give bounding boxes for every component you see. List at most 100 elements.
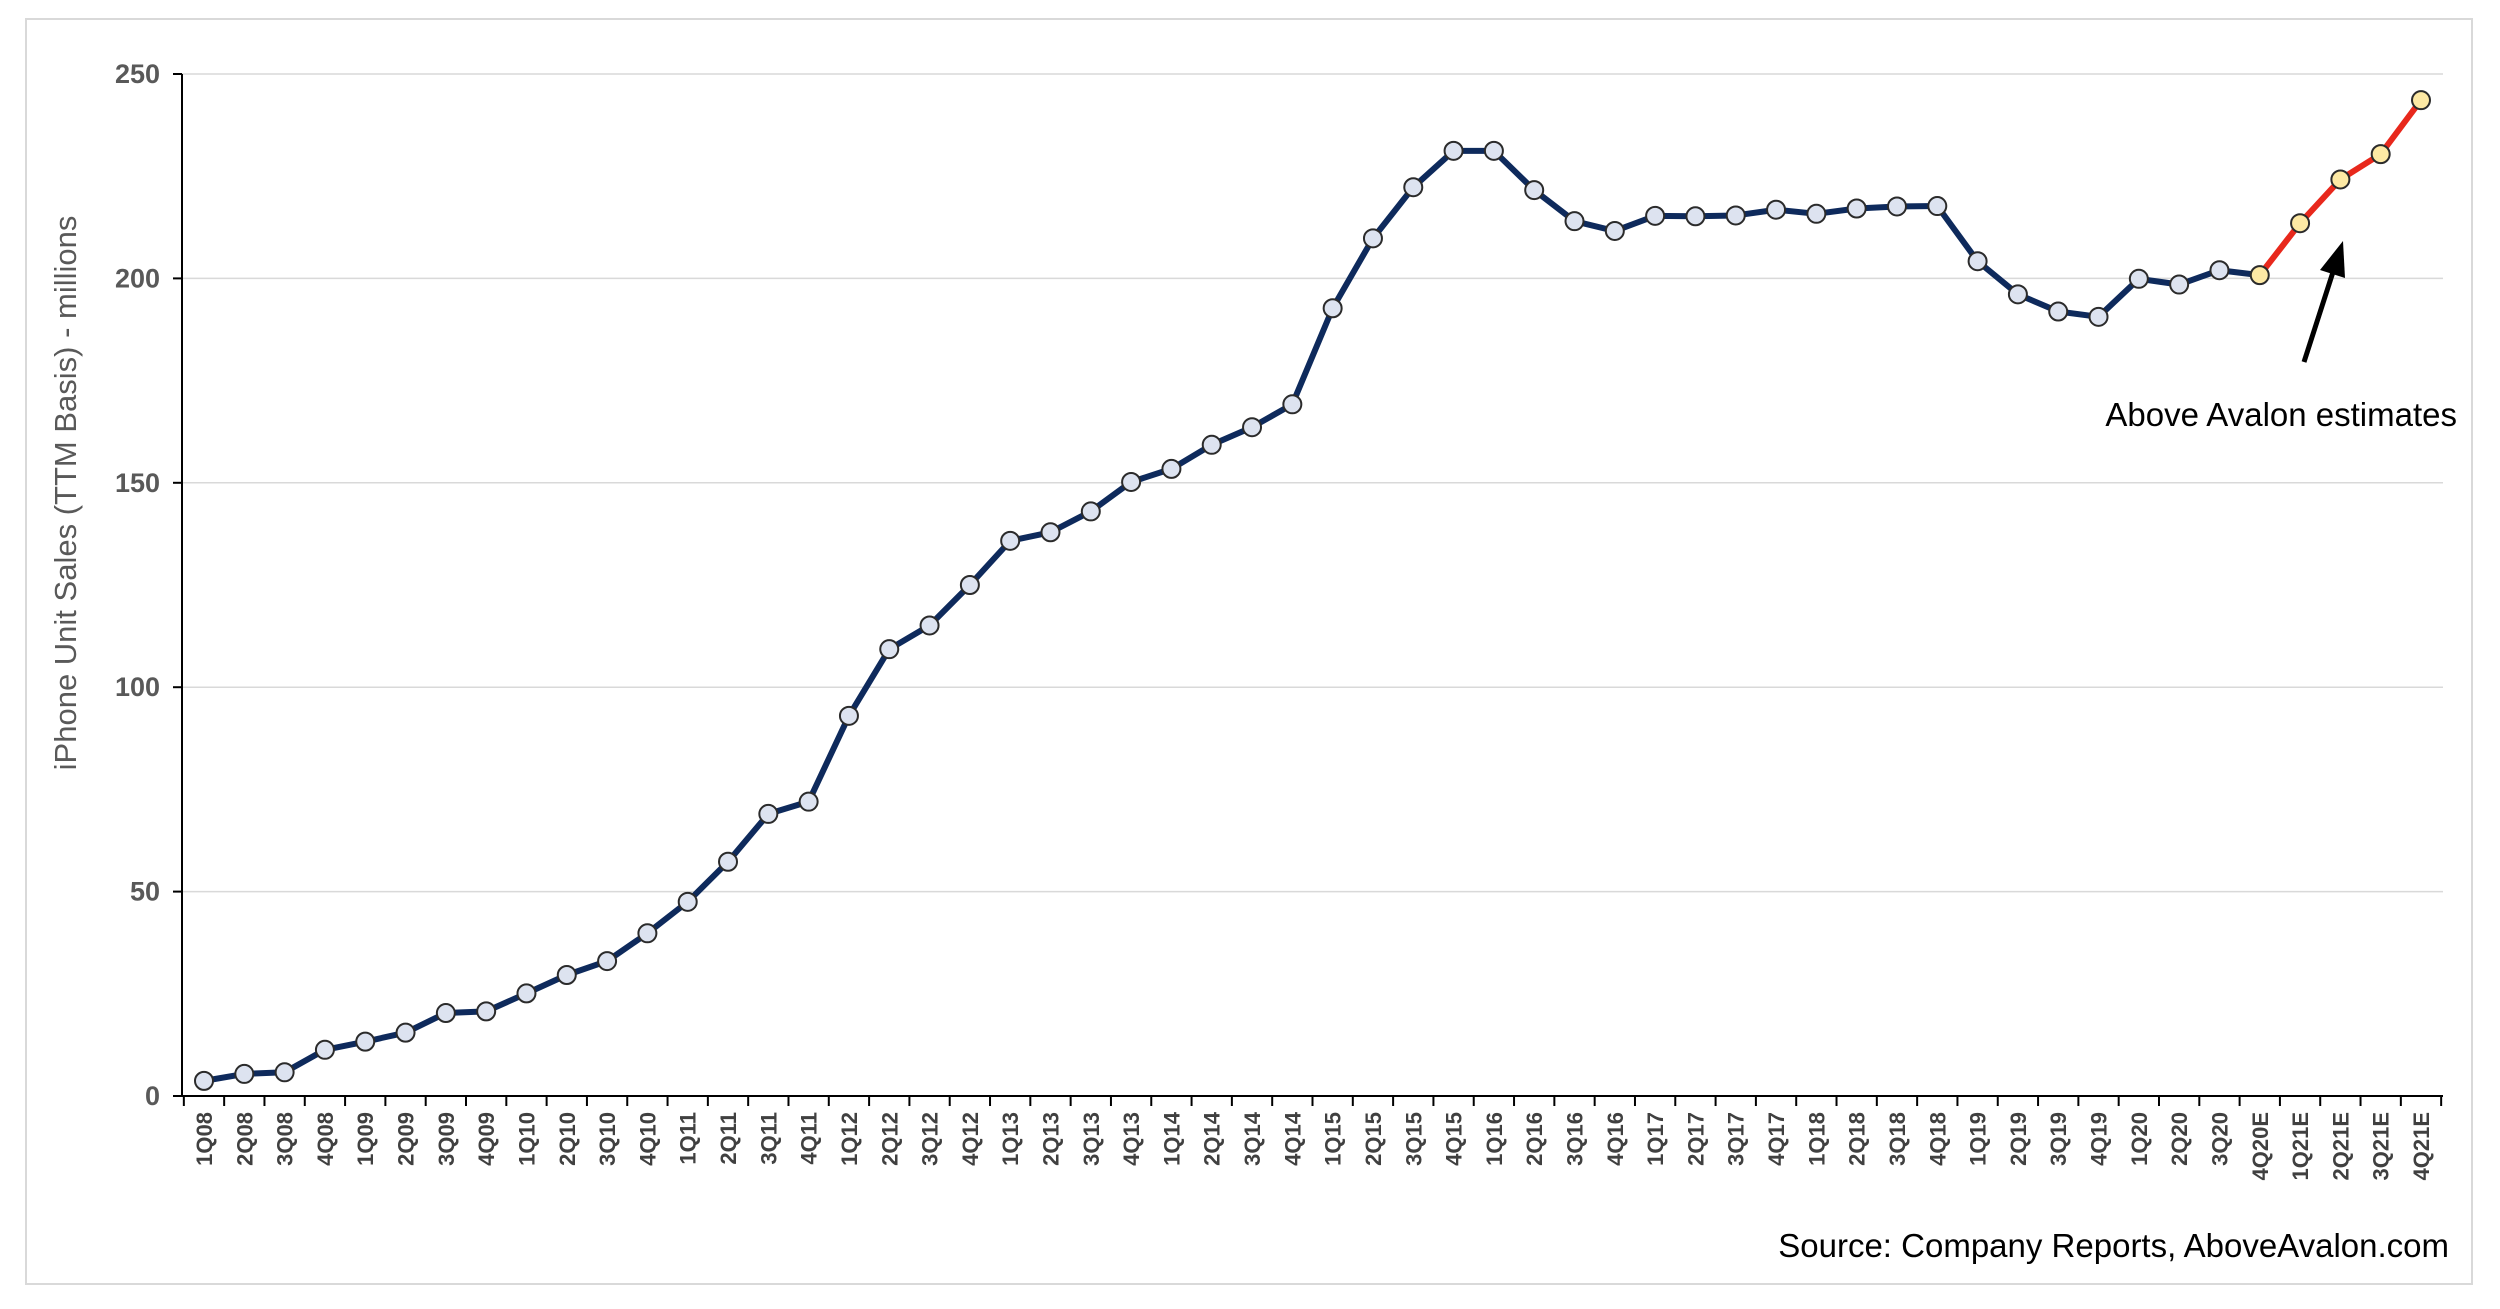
y-tick-label: 100 xyxy=(115,672,160,702)
data-point xyxy=(758,803,779,824)
estimate-data-point xyxy=(2249,265,2270,286)
x-tick-label: 1Q18 xyxy=(1804,1112,1829,1166)
data-point xyxy=(2209,260,2230,281)
data-point xyxy=(677,891,698,912)
x-tick-label: 4Q09 xyxy=(474,1112,499,1166)
data-point xyxy=(1846,198,1867,219)
gridlines xyxy=(182,73,2443,893)
data-point xyxy=(597,951,618,972)
x-tick-label: 1Q14 xyxy=(1159,1111,1184,1166)
x-tick-label: 3Q08 xyxy=(273,1112,298,1166)
x-tick-label: 2Q17 xyxy=(1683,1112,1708,1166)
data-point xyxy=(1927,196,1948,217)
data-point xyxy=(274,1062,295,1083)
x-tick-label: 2Q13 xyxy=(1038,1112,1063,1166)
x-tick-label: 3Q21E xyxy=(2369,1112,2394,1181)
x-tick-label: 4Q17 xyxy=(1764,1112,1789,1166)
x-tick-label: 3Q13 xyxy=(1079,1112,1104,1166)
x-tick-label: 1Q10 xyxy=(514,1112,539,1166)
x-tick-label: 4Q15 xyxy=(1442,1112,1467,1166)
x-tick-label: 3Q09 xyxy=(434,1112,459,1166)
data-point xyxy=(1524,180,1545,201)
x-tick-label: 1Q17 xyxy=(1643,1112,1668,1166)
data-point xyxy=(1725,205,1746,226)
data-point xyxy=(194,1070,214,1091)
data-point xyxy=(476,1001,497,1022)
x-tick-label: 1Q13 xyxy=(998,1112,1023,1166)
x-tick-label: 1Q08 xyxy=(192,1112,217,1166)
x-tick-label: 2Q14 xyxy=(1200,1111,1225,1166)
annotation: Above Avalon estimates xyxy=(2105,241,2457,433)
x-tick-label: 4Q18 xyxy=(1925,1112,1950,1166)
x-tick-label: 2Q19 xyxy=(2006,1112,2031,1166)
source-footer: Source: Company Reports, AboveAvalon.com xyxy=(1778,1227,2449,1264)
data-point xyxy=(395,1022,416,1043)
arrow-head-icon xyxy=(2320,241,2345,278)
x-tick-label: 2Q08 xyxy=(232,1112,257,1166)
x-tick-label: 4Q12 xyxy=(958,1112,983,1166)
x-tick-label: 1Q12 xyxy=(837,1112,862,1166)
data-point xyxy=(838,705,859,726)
data-point xyxy=(879,639,900,660)
data-point xyxy=(1161,458,1182,479)
chart-border xyxy=(25,18,2473,1285)
data-point xyxy=(1040,522,1061,543)
y-axis-title: iPhone Unit Sales (TTM Basis) - millions xyxy=(48,216,83,771)
data-point xyxy=(2128,268,2149,289)
annotation-label: Above Avalon estimates xyxy=(2105,396,2457,433)
x-tick-label: 4Q13 xyxy=(1119,1112,1144,1166)
x-tick-label: 3Q20 xyxy=(2207,1112,2232,1166)
x-tick-label: 1Q09 xyxy=(353,1112,378,1166)
data-point xyxy=(435,1003,456,1024)
y-tick-label: 200 xyxy=(115,263,160,293)
x-tick-label: 2Q12 xyxy=(877,1112,902,1166)
y-tick-label: 150 xyxy=(115,468,160,498)
data-point xyxy=(2088,306,2109,327)
x-tick-label: 4Q14 xyxy=(1280,1111,1305,1166)
data-point xyxy=(1080,501,1101,522)
x-tick-label: 2Q20 xyxy=(2167,1112,2192,1166)
x-tick-labels: 1Q08 2Q08 3Q08 4Q08 1Q09 2Q09 3Q09 4Q09 1Q10 2Q10… xyxy=(192,1111,2434,1180)
actual-series-line xyxy=(201,147,2263,1084)
data-point xyxy=(637,923,658,944)
x-tick-label: 3Q10 xyxy=(595,1112,620,1166)
data-point xyxy=(1967,251,1988,272)
estimate-data-point xyxy=(2290,213,2311,234)
data-point xyxy=(1886,196,1907,217)
estimate-data-point xyxy=(2330,169,2351,190)
x-tick-label: 2Q15 xyxy=(1361,1112,1386,1166)
data-point xyxy=(718,851,739,872)
x-tick-label: 3Q14 xyxy=(1240,1111,1265,1166)
data-point xyxy=(516,983,537,1004)
x-tick-label: 2Q10 xyxy=(555,1112,580,1166)
x-tick-label: 2Q16 xyxy=(1522,1112,1547,1166)
x-tick-label: 1Q15 xyxy=(1321,1112,1346,1166)
data-point xyxy=(2007,284,2028,305)
y-tick-label: 250 xyxy=(115,59,160,89)
x-tick-label: 3Q17 xyxy=(1724,1112,1749,1166)
data-point xyxy=(919,615,940,636)
x-tick-label: 4Q21E xyxy=(2409,1112,2434,1181)
x-tick-label: 1Q21E xyxy=(2288,1112,2313,1181)
x-tick-label: 3Q15 xyxy=(1401,1112,1426,1166)
data-point xyxy=(1322,298,1343,319)
data-point xyxy=(1766,199,1787,220)
data-point xyxy=(314,1039,335,1060)
x-tick-label: 3Q11 xyxy=(756,1112,781,1165)
data-point xyxy=(798,791,819,812)
x-tick-label: 3Q16 xyxy=(1563,1112,1588,1166)
x-tick-label: 1Q16 xyxy=(1482,1112,1507,1166)
axes xyxy=(173,73,2443,1106)
data-point xyxy=(2048,301,2069,322)
data-point xyxy=(959,575,980,595)
x-tick-label: 2Q11 xyxy=(716,1112,741,1165)
series-markers xyxy=(194,90,2431,1091)
data-point xyxy=(1362,228,1383,249)
y-tick-label: 50 xyxy=(130,877,160,907)
data-point xyxy=(1604,220,1625,241)
data-point xyxy=(1201,434,1222,455)
y-tick-label: 0 xyxy=(145,1081,160,1111)
x-tick-label: 3Q12 xyxy=(918,1112,943,1166)
